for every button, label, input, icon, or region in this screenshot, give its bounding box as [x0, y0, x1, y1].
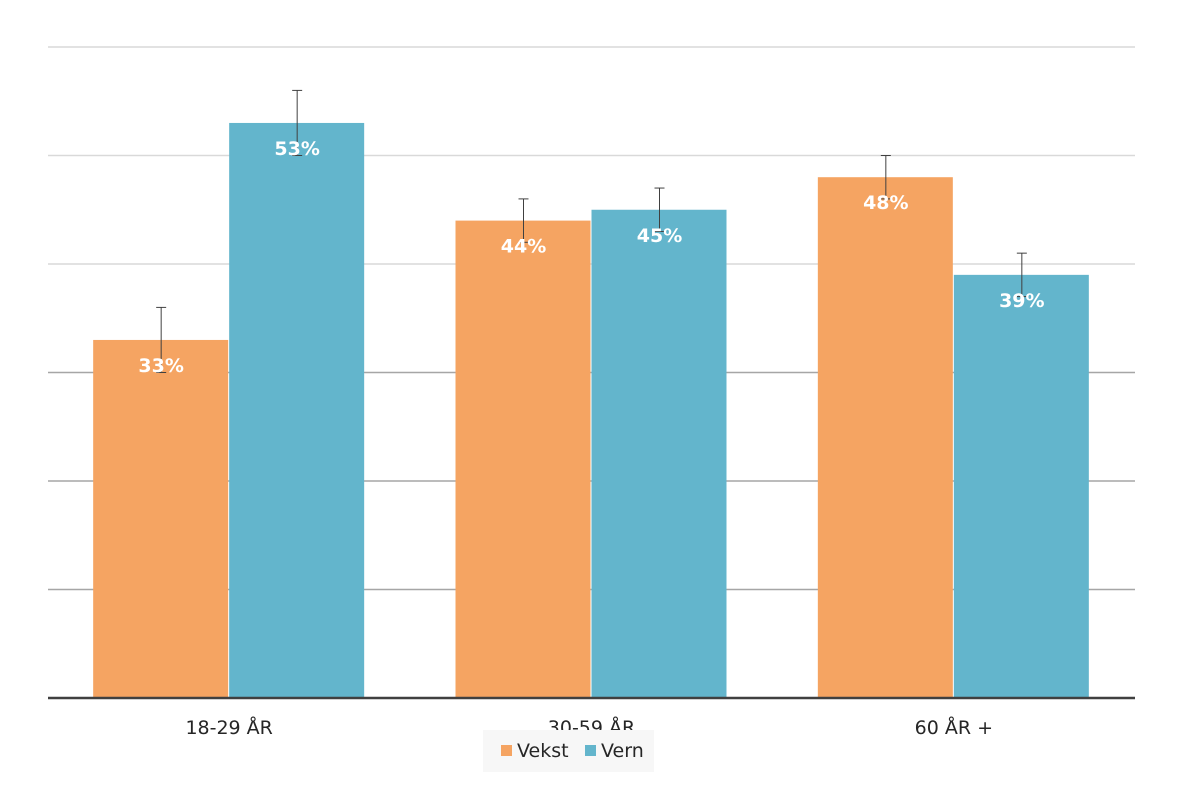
bars [93, 122, 1089, 698]
data-label-vern-2: 45% [637, 225, 682, 247]
bar-vekst-2 [455, 220, 591, 698]
legend-swatch-vekst [501, 745, 512, 756]
legend-label-vekst: Vekst [517, 740, 569, 762]
x-tick-label: 18-29 ÅR [185, 716, 272, 739]
data-label-vekst-1: 33% [138, 355, 183, 377]
data-label-vern-3: 39% [999, 290, 1044, 312]
bar-vern-2 [591, 209, 727, 698]
error-bars [156, 89, 1027, 373]
data-label-vern-1: 53% [274, 138, 319, 160]
bar-vern-3 [953, 274, 1089, 698]
legend-label-vern: Vern [601, 740, 644, 762]
bar-vekst-1 [93, 339, 229, 698]
bar-vern-1 [229, 122, 365, 698]
legend-swatch-vern [585, 745, 596, 756]
x-tick-label: 60 ÅR + [915, 716, 993, 739]
legend: Vekst Vern [483, 730, 654, 772]
data-labels: 33% 53% 44% 45% 48% 39% [138, 138, 1044, 377]
data-label-vekst-3: 48% [863, 192, 908, 214]
data-label-vekst-2: 44% [501, 236, 546, 258]
bar-vekst-3 [817, 177, 953, 698]
